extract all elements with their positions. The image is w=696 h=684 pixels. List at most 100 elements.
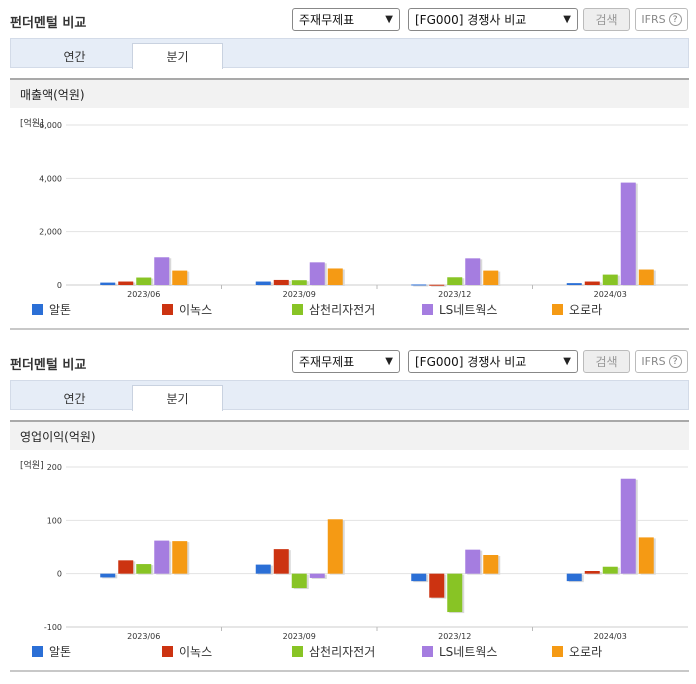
y-tick-label: 200	[47, 463, 62, 472]
x-tick-label: 2023/09	[283, 632, 316, 641]
bar-알톤-2024/03	[566, 283, 582, 285]
legend-swatch	[32, 304, 43, 315]
bar-LS네트웍스-2023/06	[154, 540, 170, 574]
legend-label: 이녹스	[179, 303, 213, 317]
compare-select[interactable]: [FG000] 경쟁사 비교 ▼	[408, 350, 578, 373]
y-tick-label: 4,000	[39, 174, 62, 183]
bar-오로라-2023/12	[483, 555, 499, 574]
legend-label: 삼천리자전거	[309, 303, 376, 317]
chevron-down-icon: ▼	[563, 356, 571, 367]
legend-swatch	[32, 646, 43, 657]
legend-item[interactable]: 삼천리자전거	[292, 301, 375, 318]
fundamental-panel-operating-profit: 펀더멘털 비교 주재무제표 ▼ [FG000] 경쟁사 비교 ▼ 검색 IFRS…	[0, 342, 696, 672]
search-button[interactable]: 검색	[583, 8, 630, 31]
legend-item[interactable]: 오로라	[552, 301, 602, 318]
x-tick-label: 2023/06	[127, 290, 160, 299]
x-tick-label: 2024/03	[594, 632, 627, 641]
legend-label: 삼천리자전거	[309, 645, 376, 659]
bar-이녹스-2023/12	[429, 284, 445, 286]
bar-이녹스-2023/06	[118, 560, 134, 574]
legend-item[interactable]: 이녹스	[162, 301, 212, 318]
legend-swatch	[292, 304, 303, 315]
revenue-bar-chart: 0 2,000 4,000 6,000 2023/06 2023/09 2023/12 202…	[39, 121, 688, 299]
bar-오로라-2023/12	[483, 270, 499, 285]
bar-알톤-2023/12	[411, 573, 427, 582]
statement-select-value: 주재무제표	[299, 13, 355, 27]
tab-quarterly[interactable]: 분기	[132, 385, 223, 411]
tab-annual[interactable]: 연간	[63, 391, 86, 406]
bar-삼천리자전거-2024/03	[602, 274, 618, 285]
legend-swatch	[162, 304, 173, 315]
bar-이녹스-2023/06	[118, 281, 134, 285]
help-icon[interactable]: ?	[668, 13, 682, 26]
bar-알톤-2023/06	[100, 573, 116, 578]
bar-알톤-2024/03	[566, 573, 582, 582]
y-tick-label: 2,000	[39, 228, 62, 237]
y-tick-label: 6,000	[39, 121, 62, 130]
chart-title: 영업이익(억원)	[10, 420, 689, 450]
chevron-down-icon: ▼	[385, 356, 393, 367]
y-tick-label: 0	[57, 570, 62, 579]
ifrs-button[interactable]: IFRS ?	[635, 8, 688, 31]
tab-annual[interactable]: 연간	[63, 49, 86, 64]
y-tick-label: -100	[44, 623, 62, 632]
bar-오로라-2023/09	[327, 268, 343, 285]
unit-label: [억원]	[20, 119, 44, 129]
legend-swatch	[422, 304, 433, 315]
chart-legend: 알톤 이녹스 삼천리자전거 LS네트웍스 오로라	[32, 301, 682, 319]
chart-area: 영업이익(억원) [억원] -100 0 100 200 2023/06 2023/09 2…	[10, 410, 689, 672]
bar-LS네트웍스-2023/09	[309, 573, 325, 578]
bar-알톤-2023/09	[255, 281, 271, 285]
bar-이녹스-2024/03	[584, 571, 600, 574]
bar-오로라-2023/09	[327, 519, 343, 574]
bar-이녹스-2023/09	[273, 279, 289, 285]
x-tick-label: 2024/03	[594, 290, 627, 299]
tab-quarterly[interactable]: 분기	[132, 43, 223, 69]
bar-오로라-2023/06	[172, 541, 188, 574]
bar-삼천리자전거-2023/09	[291, 573, 307, 589]
bar-알톤-2023/06	[100, 282, 116, 285]
search-button[interactable]: 검색	[583, 350, 630, 373]
bar-shadow	[568, 284, 584, 286]
legend-item[interactable]: LS네트웍스	[422, 643, 497, 660]
chart-title: 매출액(억원)	[10, 78, 689, 108]
compare-select[interactable]: [FG000] 경쟁사 비교 ▼	[408, 8, 578, 31]
panel-title: 펀더멘털 비교	[10, 358, 87, 373]
legend-item[interactable]: 이녹스	[162, 643, 212, 660]
legend-item[interactable]: 삼천리자전거	[292, 643, 375, 660]
panel-title: 펀더멘털 비교	[10, 16, 87, 31]
legend-label: LS네트웍스	[439, 645, 498, 659]
legend-label: 이녹스	[179, 645, 213, 659]
chart-legend: 알톤 이녹스 삼천리자전거 LS네트웍스 오로라	[32, 643, 682, 661]
bar-이녹스-2023/09	[273, 549, 289, 574]
legend-label: 알톤	[49, 645, 72, 659]
x-tick-label: 2023/06	[127, 632, 160, 641]
statement-select[interactable]: 주재무제표 ▼	[292, 350, 400, 373]
legend-label: LS네트웍스	[439, 303, 498, 317]
bar-shadow	[413, 285, 429, 287]
bar-알톤-2023/09	[255, 564, 271, 574]
x-tick-label: 2023/12	[438, 632, 471, 641]
chevron-down-icon: ▼	[385, 14, 393, 25]
legend-item[interactable]: 알톤	[32, 643, 71, 660]
legend-label: 알톤	[49, 303, 72, 317]
legend-label: 오로라	[569, 303, 603, 317]
legend-item[interactable]: 오로라	[552, 643, 602, 660]
legend-item[interactable]: LS네트웍스	[422, 301, 497, 318]
ifrs-label: IFRS	[641, 13, 666, 26]
bar-오로라-2024/03	[638, 269, 654, 285]
legend-label: 오로라	[569, 645, 603, 659]
x-tick-label: 2023/09	[283, 290, 316, 299]
chart-area: 매출액(억원) [억원] 0 2,000 4,000 6,000 2023/06 2023…	[10, 68, 689, 330]
bar-삼천리자전거-2023/12	[447, 573, 463, 613]
operating-profit-bar-chart: -100 0 100 200 2023/06 2023/09 2023/12 2024/03	[44, 463, 688, 641]
help-icon[interactable]: ?	[668, 355, 682, 368]
bar-알톤-2023/12	[411, 284, 427, 286]
ifrs-label: IFRS	[641, 355, 666, 368]
ifrs-button[interactable]: IFRS ?	[635, 350, 688, 373]
statement-select[interactable]: 주재무제표 ▼	[292, 8, 400, 31]
y-tick-label: 0	[57, 281, 62, 290]
compare-select-value: [FG000] 경쟁사 비교	[415, 13, 527, 27]
bar-오로라-2023/06	[172, 270, 188, 285]
legend-item[interactable]: 알톤	[32, 301, 71, 318]
